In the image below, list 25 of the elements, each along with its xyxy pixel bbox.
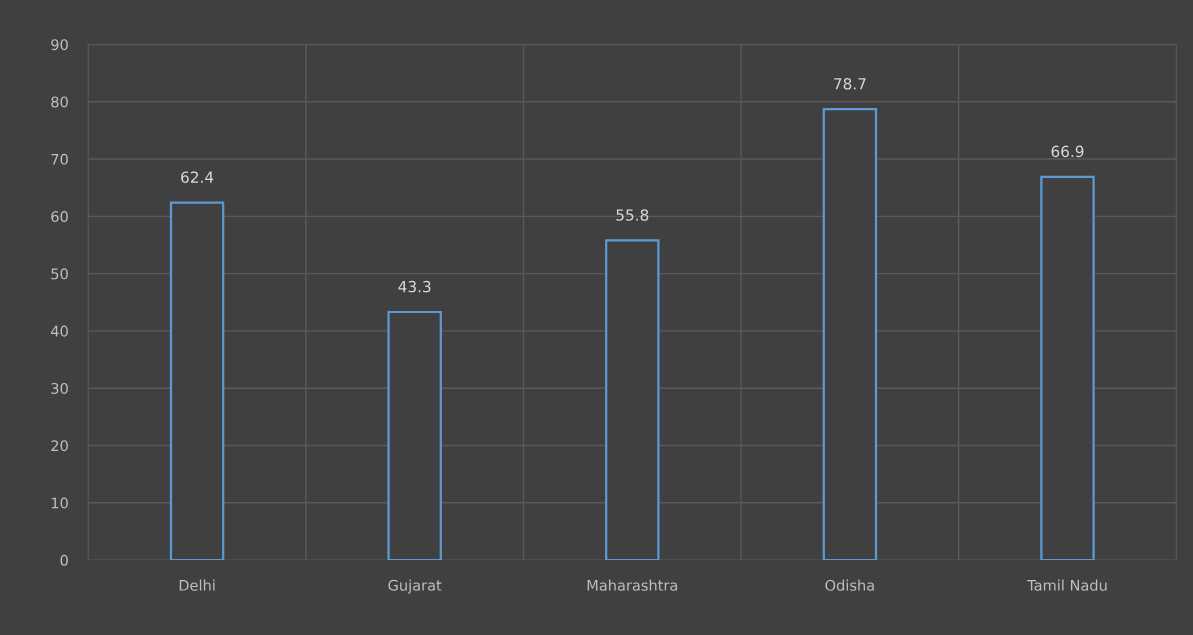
y-tick-label: 20: [51, 440, 68, 452]
y-tick-label: 30: [51, 382, 68, 394]
x-tick-label: Gujarat: [388, 579, 442, 594]
data-label: 55.8: [616, 209, 649, 221]
y-tick-label: 70: [51, 153, 68, 165]
bar: [1040, 175, 1095, 561]
y-tick-label: 60: [51, 211, 68, 223]
y-tick-label: 80: [51, 96, 68, 108]
bar: [169, 201, 225, 561]
bar: [822, 108, 878, 561]
x-tick-label: Delhi: [179, 579, 215, 591]
y-tick-label: 40: [50, 325, 68, 337]
data-label: 62.4: [181, 171, 214, 183]
x-tick-label: Tamil Nadu: [1027, 579, 1107, 591]
bar: [387, 310, 442, 561]
y-tick-label: 10: [51, 497, 68, 509]
x-tick-label: Odisha: [825, 579, 874, 591]
x-tick-label: Maharashtra: [587, 579, 678, 591]
data-label: 78.7: [834, 78, 866, 90]
y-tick-label: 50: [51, 268, 68, 280]
data-label: 43.3: [398, 280, 431, 293]
y-tick-label: 0: [60, 554, 68, 566]
bar: [605, 239, 660, 561]
data-label: 66.9: [1051, 145, 1084, 158]
y-tick-label: 90: [51, 39, 68, 51]
